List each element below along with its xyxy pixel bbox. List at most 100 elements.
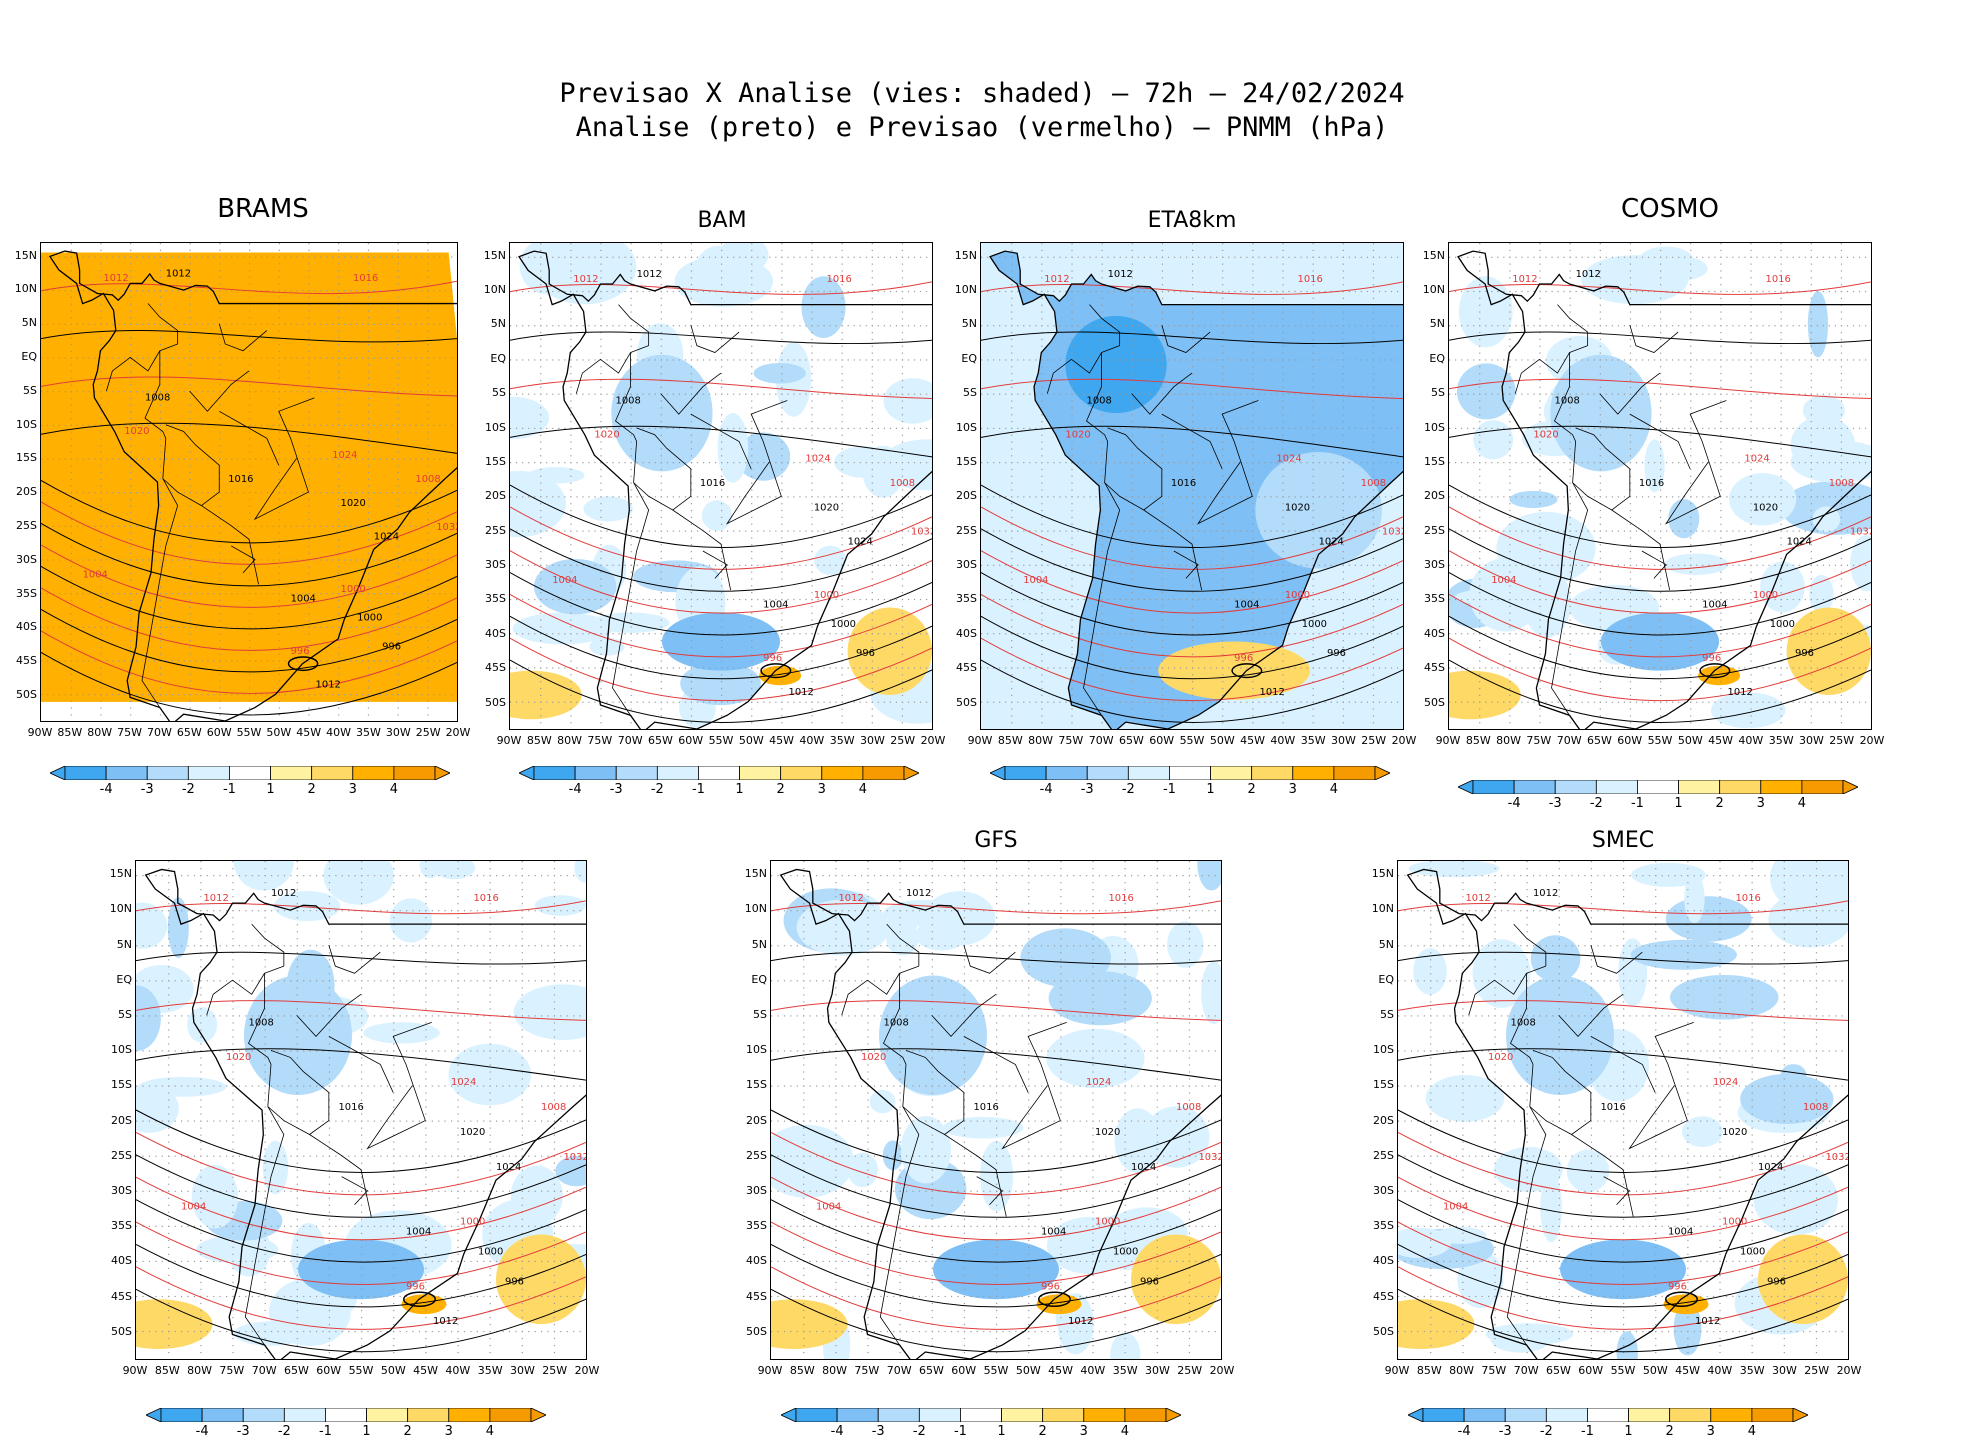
lon-tick-label: 75W [585, 734, 615, 747]
lon-tick-label: 65W [1543, 1364, 1573, 1377]
analysis-contour-label: 1012 [1576, 269, 1601, 280]
colorbar-label: 2 [1033, 1424, 1053, 1439]
lon-tick-label: 75W [1479, 1364, 1509, 1377]
lon-tick-label: 20W [1857, 734, 1887, 747]
forecast-contour-label: 1024 [451, 1077, 476, 1088]
lon-tick-label: 50W [1675, 734, 1705, 747]
lon-tick-label: 45W [294, 726, 324, 739]
colorbar-label: 4 [384, 782, 404, 797]
lon-tick-label: 85W [524, 734, 554, 747]
colorbar-label: -3 [1495, 1424, 1515, 1439]
lon-tick-label: 25W [1802, 1364, 1832, 1377]
lon-tick-label: 80W [1026, 734, 1056, 747]
colorbar-swatch [1546, 1408, 1587, 1422]
analysis-contour-label: 1016 [1639, 478, 1664, 489]
colorbar-label: -2 [178, 782, 198, 797]
colorbar-label: 4 [1792, 796, 1812, 811]
lat-tick-label: 25S [104, 1149, 132, 1162]
lat-tick-label: 10N [1366, 902, 1394, 915]
colorbar-swatch [796, 1408, 837, 1422]
forecast-contour-label: 1004 [181, 1202, 206, 1213]
panel-title-gfs: GFS [896, 828, 1096, 853]
forecast-contour-label: 1020 [1488, 1052, 1513, 1063]
lon-tick-label: 20W [572, 1364, 602, 1377]
colorbar-swatch [1637, 780, 1678, 794]
colorbar-swatch [394, 766, 435, 780]
lat-tick-label: 45S [1366, 1290, 1394, 1303]
forecast-contour-label: 1016 [1109, 893, 1134, 904]
lon-tick-label: 90W [965, 734, 995, 747]
lon-tick-label: 65W [1116, 734, 1146, 747]
analysis-contour-label: 1024 [1131, 1162, 1156, 1173]
lat-tick-label: EQ [949, 352, 977, 365]
lon-tick-label: 50W [378, 1364, 408, 1377]
analysis-contour-label: 996 [1140, 1276, 1159, 1287]
lat-tick-label: 20S [949, 489, 977, 502]
lon-tick-label: 55W [1177, 734, 1207, 747]
analysis-contour-label: 1024 [848, 536, 873, 547]
colorbar-label: 2 [302, 782, 322, 797]
lat-tick-label: 50S [104, 1325, 132, 1338]
colorbar-swatch [919, 1408, 960, 1422]
analysis-contour-label: 1016 [228, 474, 253, 485]
lat-tick-label: 50S [739, 1325, 767, 1338]
lat-tick-label: EQ [9, 350, 37, 363]
lon-tick-label: 20W [443, 726, 473, 739]
lat-tick-label: 5S [739, 1008, 767, 1021]
lon-tick-label: 45W [1046, 1364, 1076, 1377]
lat-tick-label: 15S [739, 1078, 767, 1091]
lat-tick-label: 15S [104, 1078, 132, 1091]
colorbar-label: -1 [315, 1424, 335, 1439]
lon-tick-label: 30W [1769, 1364, 1799, 1377]
colorbar-swatch [781, 766, 822, 780]
lat-tick-label: 10S [1417, 421, 1445, 434]
lon-tick-label: 40W [1078, 1364, 1108, 1377]
analysis-contour-label: 996 [505, 1276, 524, 1287]
colorbar-swatch [1046, 766, 1087, 780]
lat-tick-label: 45S [9, 654, 37, 667]
analysis-contour-label: 1000 [1770, 619, 1795, 630]
forecast-contour-label: 1000 [814, 590, 839, 601]
colorbar-swatch [408, 1408, 449, 1422]
forecast-contour-label: 1008 [1803, 1102, 1828, 1113]
analysis-contour-label: 996 [1327, 648, 1346, 659]
forecast-contour-label: 1032 [436, 522, 457, 533]
colorbar-label: 1 [992, 1424, 1012, 1439]
colorbar-label: 2 [771, 782, 791, 797]
colorbar-label: -4 [192, 1424, 212, 1439]
analysis-contour-label: 1012 [1533, 888, 1558, 899]
analysis-contour-label: 1012 [433, 1316, 458, 1327]
analysis-contour-label: 1016 [339, 1102, 364, 1113]
lon-tick-label: 20W [918, 734, 948, 747]
colorbar-label: 4 [1324, 782, 1344, 797]
lon-tick-label: 55W [981, 1364, 1011, 1377]
colorbar [146, 1408, 546, 1422]
lat-tick-label: 15N [478, 249, 506, 262]
forecast-contour-label: 1032 [1850, 527, 1871, 538]
colorbar-label: 3 [1283, 782, 1303, 797]
colorbar-label: -2 [1536, 1424, 1556, 1439]
forecast-contour-label: 1000 [1285, 590, 1310, 601]
lat-tick-label: 45S [949, 661, 977, 674]
lon-tick-label: 75W [1524, 734, 1554, 747]
colorbar-label: -1 [219, 782, 239, 797]
lon-tick-label: 50W [736, 734, 766, 747]
lat-tick-label: 5N [739, 938, 767, 951]
colorbar-label: -4 [565, 782, 585, 797]
lon-tick-label: 55W [234, 726, 264, 739]
lat-tick-label: 20S [739, 1114, 767, 1127]
title-line-2: Analise (preto) e Previsao (vermelho) – … [0, 112, 1964, 143]
lon-tick-label: 80W [1494, 734, 1524, 747]
colorbar-swatch [1005, 766, 1046, 780]
colorbar [1408, 1408, 1808, 1422]
colorbar-swatch [1711, 1408, 1752, 1422]
colorbar-label: 3 [343, 782, 363, 797]
lat-tick-label: 5N [1366, 938, 1394, 951]
forecast-contour-label: 996 [1668, 1281, 1687, 1292]
analysis-contour-label: 996 [1767, 1276, 1786, 1287]
colorbar-label: -1 [1159, 782, 1179, 797]
analysis-contour-label: 1012 [1068, 1316, 1093, 1327]
